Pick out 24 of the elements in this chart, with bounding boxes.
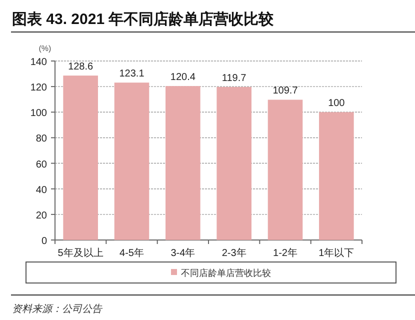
- y-axis-title: (%): [38, 44, 52, 53]
- x-tick-label: 3-4年: [170, 247, 196, 259]
- data-label: 120.4: [170, 72, 196, 84]
- y-tick-label: 100: [30, 108, 48, 120]
- x-tick-label: 4-5年: [120, 247, 144, 259]
- legend-label: 不同店龄单店营收比较: [181, 268, 271, 278]
- data-label: 109.7: [272, 86, 298, 97]
- y-tick-label: 80: [36, 134, 48, 145]
- data-label: 100: [328, 98, 346, 110]
- x-tick-label: 1-2年: [273, 247, 298, 259]
- x-tick-label: 2-3年: [222, 247, 246, 259]
- y-tick-label: 0: [41, 236, 48, 247]
- y-tick-label: 20: [36, 210, 48, 222]
- data-label: 119.7: [222, 72, 247, 84]
- y-tick-label: 60: [36, 159, 48, 170]
- x-tick-label: 1年以下: [318, 247, 354, 259]
- y-tick-label: 40: [36, 184, 48, 196]
- y-tick-label: 120: [30, 82, 48, 94]
- text: 资料来源：公司公告: [12, 303, 103, 315]
- y-tick-label: 140: [30, 57, 48, 68]
- data-label: 128.6: [68, 62, 94, 73]
- title: 图表 43. 2021 年不同店龄单店营收比较: [12, 11, 274, 28]
- x-tick-label: 5年及以上: [58, 247, 104, 259]
- data-label: 123.1: [119, 68, 145, 80]
